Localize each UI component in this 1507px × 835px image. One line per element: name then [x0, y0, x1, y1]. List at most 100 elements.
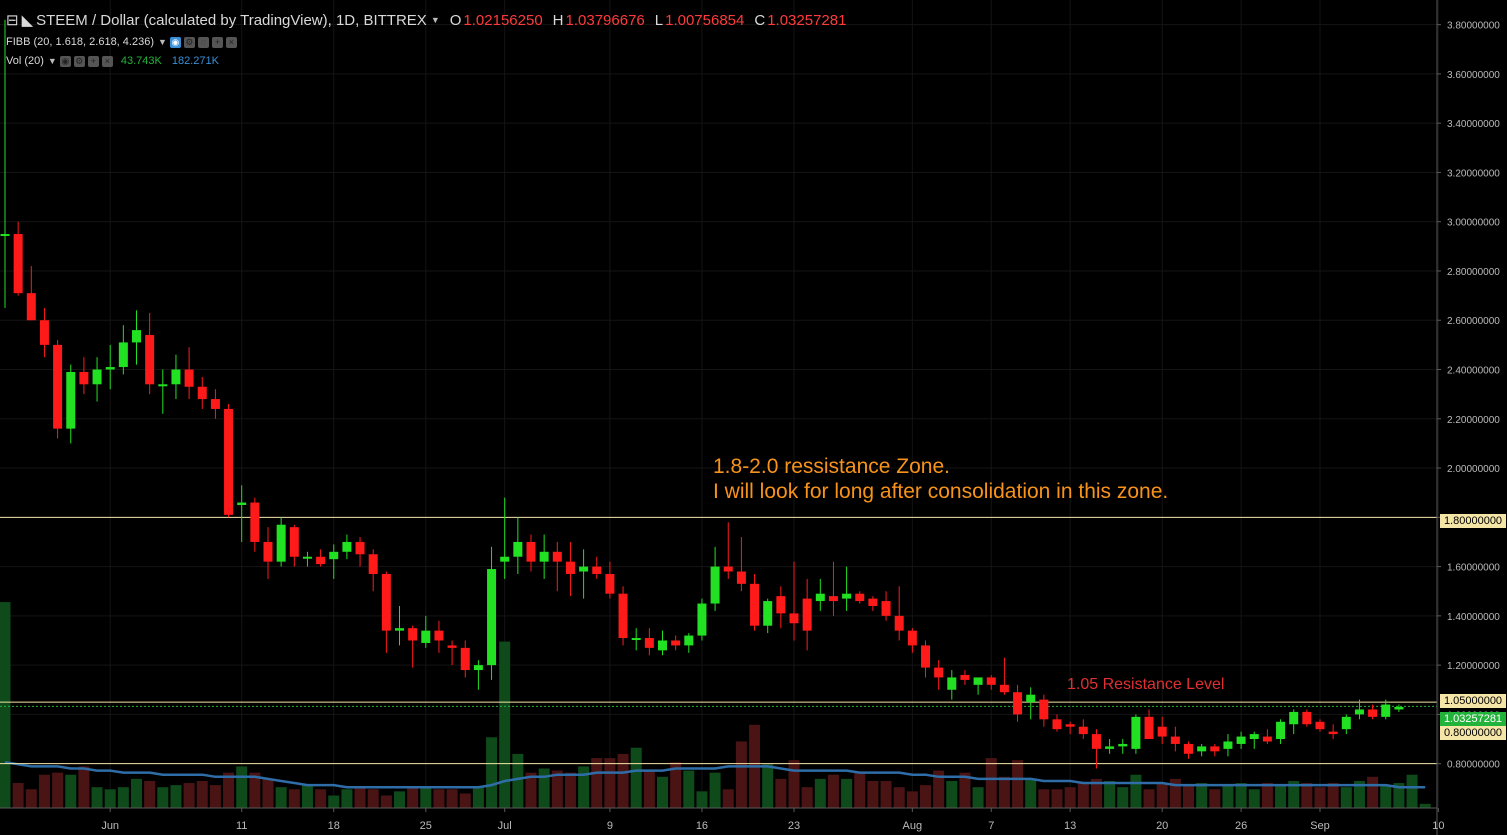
candle-body [1210, 746, 1220, 752]
candle-body [158, 384, 168, 387]
candle-body [776, 596, 786, 614]
volume-bar [1038, 789, 1050, 808]
volume-bar [394, 791, 405, 808]
legend-title-row[interactable]: ⊟ ◣ STEEM / Dollar (calculated by Tradin… [6, 11, 847, 30]
volume-bar [854, 772, 866, 808]
x-tick-label: 7 [988, 820, 994, 832]
volume-bar [722, 789, 734, 808]
volume-add-icon[interactable]: + [87, 55, 99, 67]
candle-body [1368, 709, 1378, 717]
horizontal-levels[interactable] [0, 516, 1437, 765]
low-value: 1.00756854 [665, 11, 745, 29]
volume-bar [157, 787, 169, 808]
volume-bar [985, 758, 997, 808]
volume-bar [696, 791, 708, 808]
y-tick-label: 3.40000000 [1447, 119, 1500, 130]
candle-body [1039, 699, 1049, 720]
volume-bar [1156, 783, 1168, 808]
candle-body [921, 645, 930, 668]
fibb-remove-icon[interactable]: × [225, 36, 237, 48]
volume-bar [1301, 783, 1313, 808]
candle-body [53, 344, 63, 429]
fibb-settings-icon[interactable]: ⚙ [183, 36, 195, 48]
volume-bar [946, 780, 958, 808]
volume-bar [1130, 774, 1142, 808]
y-tick-label: 2.40000000 [1447, 366, 1500, 377]
fibb-add-icon[interactable]: + [211, 36, 223, 48]
candle-body [1328, 731, 1338, 735]
collapse-icon[interactable]: ⊟ [6, 12, 19, 29]
candle-body [763, 601, 773, 626]
candle-body [276, 524, 286, 562]
legend-fibb-row[interactable]: FIBB (20, 1.618, 2.618, 4.236) ▼ ◉ ⚙ ◌ +… [6, 33, 237, 51]
x-tick-label: 18 [328, 820, 340, 832]
volume-bar [354, 787, 366, 808]
volume-bar [801, 787, 813, 808]
volume-visibility-icon[interactable]: ◉ [59, 55, 71, 67]
volume-bar [525, 772, 537, 808]
volume-indicator-label[interactable]: Vol (20) [6, 55, 44, 67]
volume-bar [288, 789, 300, 808]
volume-bar [1340, 787, 1352, 808]
y-tick-label: 3.20000000 [1447, 168, 1500, 179]
volume-bar [1077, 783, 1089, 808]
fibb-indicator-label[interactable]: FIBB (20, 1.618, 2.618, 4.236) [6, 36, 154, 48]
close-value: 1.03257281 [767, 11, 847, 29]
volume-bar [315, 789, 327, 808]
candle-body [684, 635, 694, 646]
title-dropdown-icon[interactable]: ▼ [430, 15, 440, 25]
volume-bar [301, 785, 313, 808]
volume-bar [1367, 776, 1379, 808]
fibb-source-icon[interactable]: ◌ [197, 36, 209, 48]
volume-bar [604, 758, 616, 808]
volume-bar [433, 789, 445, 808]
candle-body [644, 638, 654, 648]
candle-body [605, 573, 615, 594]
volume-bar [1143, 789, 1155, 808]
candle-body [79, 371, 89, 385]
candle-body [316, 556, 326, 565]
volume-bar [1012, 760, 1024, 808]
volume-bar [1025, 778, 1037, 808]
volume-bar [236, 766, 248, 808]
candle-body [973, 677, 983, 685]
volume-dropdown-icon[interactable]: ▼ [47, 56, 57, 66]
chart-title[interactable]: STEEM / Dollar (calculated by TradingVie… [36, 11, 427, 29]
volume-ma-value: 182.271K [171, 55, 219, 67]
volume-bars [0, 602, 1431, 808]
candle-body [526, 541, 536, 562]
volume-bar [670, 762, 682, 808]
candle-body [710, 566, 720, 604]
candle-body [1223, 741, 1233, 749]
volume-bar [367, 789, 379, 808]
candle-body [1078, 726, 1088, 735]
candle-body [736, 571, 746, 584]
volume-bar [459, 793, 471, 808]
candlesticks [0, 19, 1404, 769]
legend-volume-row[interactable]: Vol (20) ▼ ◉ ⚙ + × 43.743K 182.271K [6, 52, 219, 70]
volume-remove-icon[interactable]: × [101, 55, 113, 67]
volume-bar [841, 778, 853, 808]
candle-body [1065, 724, 1075, 727]
y-tick-label: 1.60000000 [1447, 563, 1500, 574]
fibb-visibility-icon[interactable]: ◉ [169, 36, 181, 48]
candle-body [986, 677, 996, 685]
candle-body [565, 561, 575, 574]
candle-body [355, 541, 365, 555]
volume-settings-icon[interactable]: ⚙ [73, 55, 85, 67]
candle-body [894, 615, 904, 631]
candle-body [368, 554, 378, 574]
candle-body [0, 234, 10, 237]
resistance-zone-annotation-line2[interactable]: I will look for long after consolidation… [713, 480, 1169, 503]
close-key: C [754, 11, 766, 29]
volume-ma-polyline [4, 760, 1426, 789]
volume-bar [512, 753, 524, 808]
resistance-level-label[interactable]: 1.05 Resistance Level [1067, 676, 1225, 693]
fibb-dropdown-icon[interactable]: ▼ [157, 37, 167, 47]
resistance-zone-annotation-line1[interactable]: 1.8-2.0 ressistance Zone. [713, 455, 950, 478]
volume-bar [131, 778, 142, 808]
volume-bar [1183, 785, 1194, 808]
y-tick-label: 2.80000000 [1447, 267, 1500, 278]
volume-bar [1169, 778, 1181, 808]
